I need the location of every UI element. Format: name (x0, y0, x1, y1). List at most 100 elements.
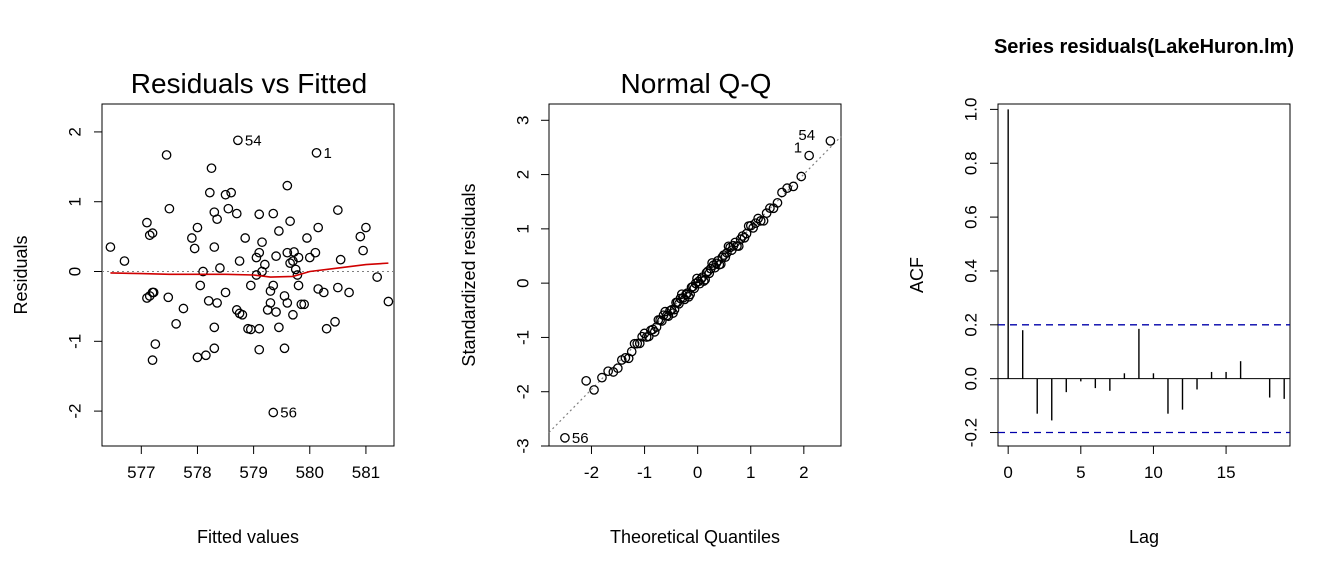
residual-point (144, 230, 155, 241)
residual-point (215, 263, 225, 273)
residual-point (293, 252, 304, 263)
residual-point (279, 343, 290, 354)
qq-point (597, 372, 607, 383)
residual-point (274, 322, 284, 333)
qq-point (777, 187, 787, 198)
qq-point (825, 136, 836, 146)
plot-frame (997, 103, 1291, 447)
x-tick-label: 15 (1217, 463, 1236, 482)
qq-point (612, 363, 623, 374)
qq-point (665, 305, 675, 316)
y-tick-label: 0.6 (961, 205, 980, 229)
qq-point (634, 338, 645, 349)
residual-point (290, 264, 301, 275)
chart-title: Normal Q-Q (621, 68, 772, 99)
outlier-label: 56 (280, 404, 297, 421)
qq-point (704, 268, 715, 279)
y-tick-label: 2 (65, 127, 84, 136)
plot-frame (548, 103, 842, 447)
x-tick-label: 10 (1144, 463, 1163, 482)
residual-point (254, 344, 265, 355)
x-tick-label: 577 (127, 463, 155, 482)
qq-point (765, 203, 775, 213)
residual-point (296, 299, 307, 310)
y-tick-label: -1 (65, 334, 84, 349)
y-tick-label: 0.2 (961, 313, 980, 337)
residual-point (311, 148, 322, 158)
residual-point (310, 247, 321, 258)
qq-point (656, 316, 667, 326)
residual-point (142, 293, 152, 303)
residual-point (164, 203, 175, 214)
qq-point (761, 208, 772, 218)
qq-point (748, 223, 758, 233)
qq-point (698, 276, 709, 286)
residual-point (212, 214, 222, 225)
residual-point (233, 135, 243, 146)
qq-point (804, 150, 814, 161)
y-axis-label: ACF (907, 257, 927, 293)
residual-point (203, 295, 214, 306)
residual-point (223, 203, 234, 214)
qq-point (649, 327, 660, 337)
residual-point (245, 280, 256, 291)
chart-title: Series residuals(LakeHuron.lm) (994, 36, 1294, 58)
qq-point (720, 252, 731, 262)
y-tick-label: 0.4 (961, 259, 980, 283)
residual-point (220, 189, 231, 200)
residual-point (383, 296, 394, 307)
x-tick-label: 580 (296, 463, 324, 482)
y-tick-label: 0 (513, 278, 532, 287)
qq-point (643, 331, 654, 342)
residual-point (198, 266, 208, 277)
qq-point (560, 433, 570, 443)
y-tick-label: -2 (513, 384, 532, 399)
qq-point (753, 213, 763, 224)
residual-point (282, 247, 293, 258)
residual-point (318, 287, 329, 298)
y-axis-label: Residuals (11, 235, 31, 314)
panel-0-axes: 577 578 579 580 581 -2 -1 0 1 2 Fitted values Resid… (11, 68, 395, 547)
panel-1-axes: -2 -1 0 1 2 -3 -2 -1 0 1 2 3 Theoretical Quantiles St… (459, 68, 842, 547)
x-axis-label: Theoretical Quantiles (610, 527, 780, 547)
residual-point (304, 252, 315, 263)
residual-point (192, 222, 203, 233)
residual-point (161, 150, 172, 160)
residual-point (332, 282, 343, 293)
x-tick-label: -1 (637, 463, 652, 482)
y-tick-label: 2 (513, 170, 532, 179)
residual-point (335, 254, 346, 265)
residual-point (206, 163, 217, 174)
residual-point (231, 208, 242, 219)
plot-frame (101, 103, 395, 447)
residual-point (147, 355, 158, 366)
residual-point (321, 323, 332, 334)
residual-point (254, 247, 265, 258)
residual-point (163, 292, 174, 303)
y-tick-label: 3 (513, 116, 532, 125)
qq-point (689, 283, 700, 294)
x-tick-label: 581 (352, 463, 380, 482)
qq-point (589, 385, 599, 395)
qq-point (722, 248, 732, 258)
chart-title: Residuals vs Fitted (131, 68, 368, 99)
residual-point (268, 407, 279, 418)
residual-point (257, 237, 267, 248)
residual-point (299, 299, 310, 310)
residual-point (209, 343, 220, 354)
residual-point (265, 298, 276, 308)
qq-point (733, 241, 744, 251)
y-tick-label: -3 (513, 438, 532, 453)
residual-point (226, 187, 237, 198)
residual-point (268, 208, 279, 219)
outlier-label: 54 (245, 132, 262, 149)
acf-spikes (1007, 109, 1285, 421)
residual-point (209, 242, 220, 252)
x-tick-label: 579 (239, 463, 267, 482)
y-tick-label: -1 (513, 330, 532, 345)
residual-point (288, 309, 298, 320)
residual-point (220, 287, 231, 298)
residual-point (171, 319, 181, 329)
residual-point (178, 303, 189, 314)
